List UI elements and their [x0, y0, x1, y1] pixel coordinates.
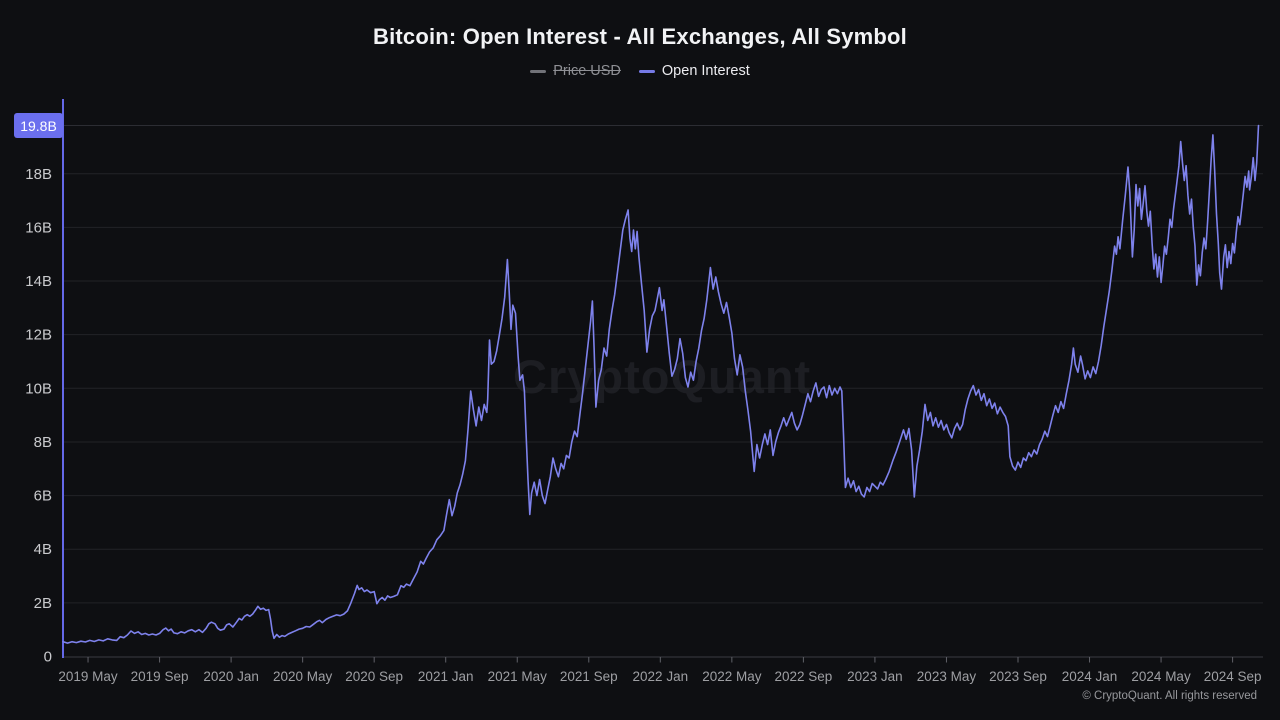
x-axis-label: 2019 May — [58, 669, 118, 684]
y-axis-label: 0 — [44, 649, 52, 666]
legend-item-open-interest[interactable]: Open Interest — [638, 63, 750, 79]
x-axis-label: 2022 May — [702, 669, 762, 684]
x-axis-label: 2019 Sep — [131, 669, 189, 684]
legend-item-price-usd[interactable]: Price USD — [530, 63, 621, 79]
legend-label: Price USD — [553, 63, 621, 79]
y-axis-label: 4B — [34, 541, 52, 558]
x-axis-label: 2022 Jan — [633, 669, 689, 684]
legend-swatch — [530, 69, 547, 73]
y-axis-label: 14B — [25, 273, 52, 290]
x-axis-label: 2023 May — [917, 669, 977, 684]
y-axis-label: 2B — [34, 595, 52, 612]
copyright-footer: © CryptoQuant. All rights reserved — [1082, 690, 1257, 702]
y-axis-label: 18B — [25, 166, 52, 183]
current-value-badge: 19.8B — [14, 113, 63, 138]
x-axis-label: 2021 Jan — [418, 669, 474, 684]
y-axis-label: 16B — [25, 219, 52, 236]
x-axis-label: 2023 Jan — [847, 669, 903, 684]
cryptoquant-watermark: CryptoQuant — [513, 350, 812, 403]
y-axis-label: 10B — [25, 380, 52, 397]
x-axis-label: 2024 Sep — [1204, 669, 1262, 684]
open-interest-line — [62, 124, 1260, 644]
x-axis-label: 2021 May — [488, 669, 548, 684]
y-axis-label: 12B — [25, 327, 52, 344]
x-axis-label: 2024 May — [1131, 669, 1191, 684]
y-axis-label: 6B — [34, 488, 52, 505]
x-axis-label: 2020 May — [273, 669, 333, 684]
x-axis-label: 2020 Sep — [345, 669, 403, 684]
x-axis-label: 2024 Jan — [1062, 669, 1118, 684]
y-axis-label: 8B — [34, 434, 52, 451]
chart-legend: Price USD Open Interest — [0, 63, 1280, 79]
x-axis-label: 2023 Sep — [989, 669, 1047, 684]
chart-title: Bitcoin: Open Interest - All Exchanges, … — [372, 24, 907, 49]
x-axis-label: 2020 Jan — [203, 669, 259, 684]
x-axis-label: 2021 Sep — [560, 669, 618, 684]
legend-label: Open Interest — [661, 63, 750, 79]
x-axis-label: 2022 Sep — [774, 669, 832, 684]
legend-swatch — [638, 69, 655, 73]
